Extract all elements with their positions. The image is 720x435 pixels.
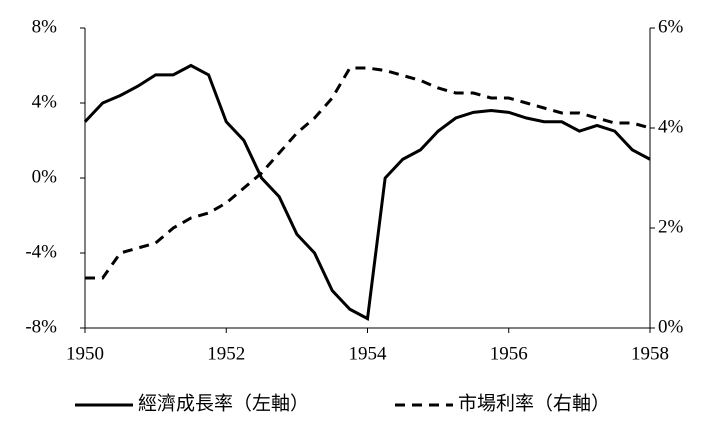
series-line xyxy=(85,66,651,280)
x-tick-label: 1958 xyxy=(631,343,669,364)
x-tick-label: 1956 xyxy=(490,343,528,364)
y-tick-label: 4% xyxy=(32,91,58,112)
y2-tick-label: 4% xyxy=(658,116,684,137)
y2-tick-label: 6% xyxy=(658,16,684,37)
y2-tick-label: 0% xyxy=(658,316,684,337)
legend-label: 經濟成長率（左軸） xyxy=(138,392,309,414)
y-tick-label: -4% xyxy=(25,241,57,262)
y-tick-label: -8% xyxy=(25,316,57,337)
x-tick-label: 1950 xyxy=(66,343,104,364)
y2-tick-label: 2% xyxy=(658,216,684,237)
series-line xyxy=(83,63,651,321)
y-tick-label: 0% xyxy=(32,166,58,187)
y-tick-label: 8% xyxy=(32,16,58,37)
x-tick-label: 1954 xyxy=(349,343,388,364)
x-tick-label: 1952 xyxy=(207,343,245,364)
legend-label: 市場利率（右軸） xyxy=(458,392,610,414)
